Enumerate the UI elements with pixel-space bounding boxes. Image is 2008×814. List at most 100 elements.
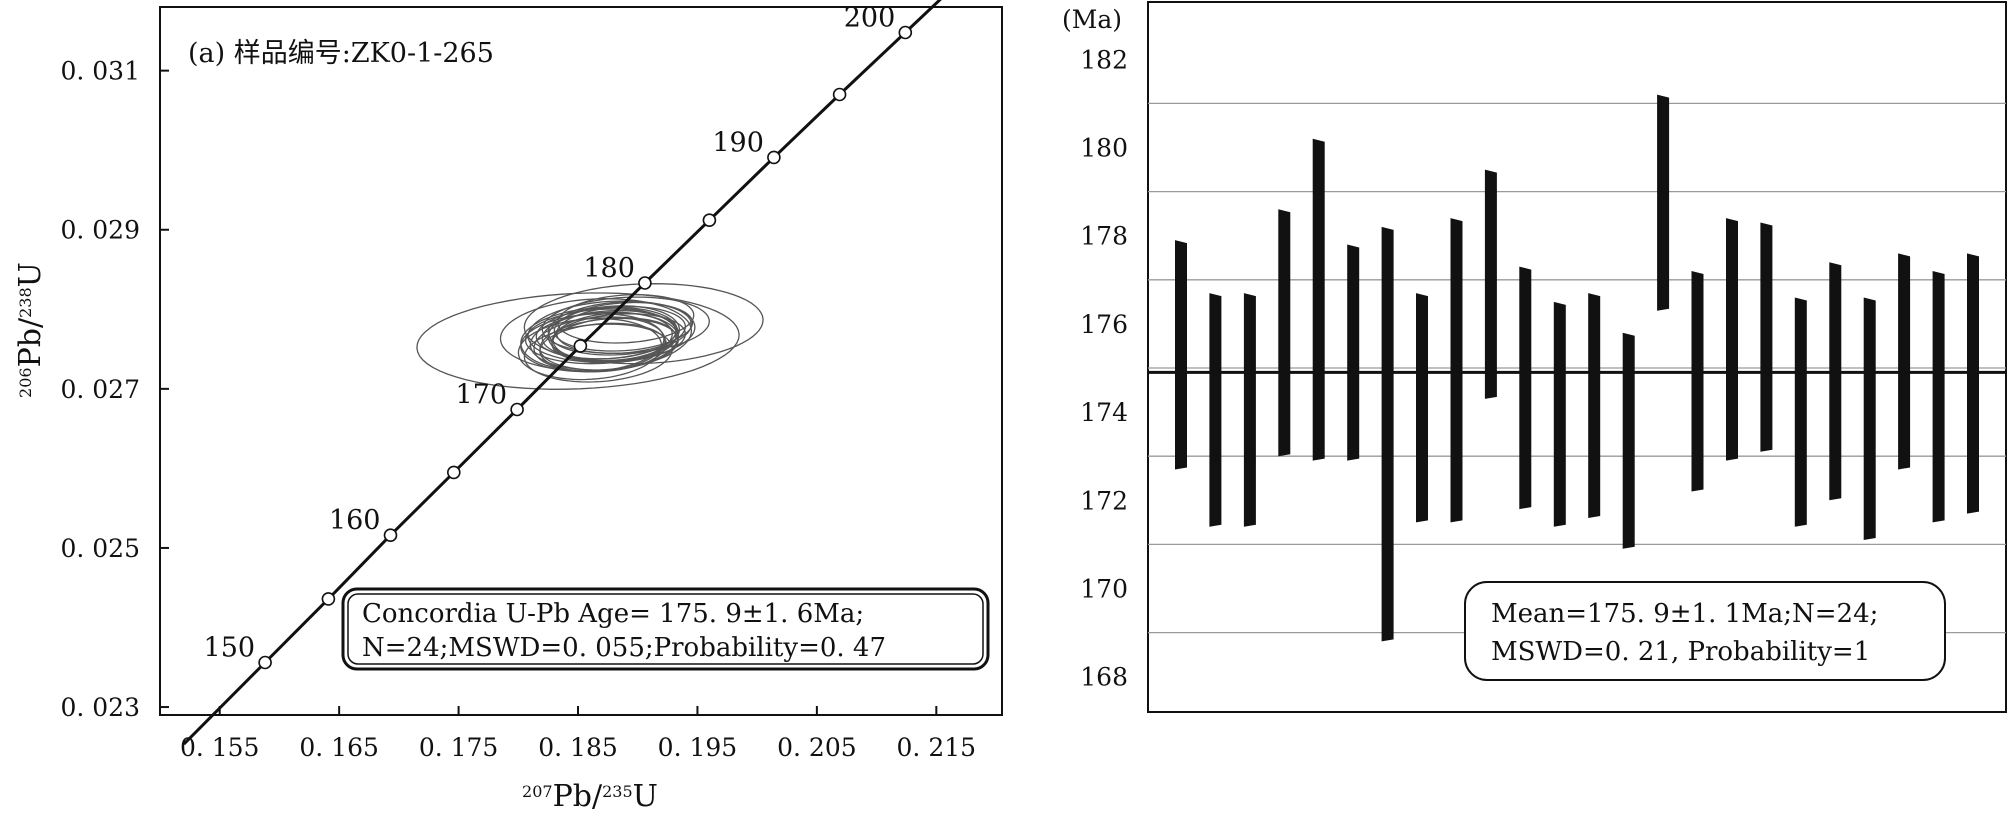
y-axis-title: 206Pb/238U bbox=[13, 262, 48, 398]
y-axis-title-sup: 206 bbox=[16, 367, 35, 398]
concordia-result-line2: N=24;MSWD=0. 055;Probability=0. 47 bbox=[362, 633, 886, 663]
weighted-mean-panel: 168 170 172 174 176 178 180 182 (Ma) Mean=175. … bbox=[1062, 1, 2007, 713]
age-error-bar bbox=[1450, 218, 1463, 523]
age-error-bar bbox=[1381, 226, 1394, 642]
x-axis-title-sup: 207 bbox=[522, 782, 553, 801]
error-ellipse bbox=[555, 305, 687, 354]
age-error-bar bbox=[1484, 169, 1497, 399]
x-tick-label: 0. 155 bbox=[180, 733, 260, 762]
age-error-bar bbox=[1657, 94, 1670, 311]
y-tick-label: 0. 031 bbox=[60, 57, 140, 86]
concordia-age-marker bbox=[702, 213, 717, 227]
x-tick-label: 0. 195 bbox=[658, 733, 738, 762]
mean-result-line1: Mean=175. 9±1. 1Ma;N=24; bbox=[1491, 599, 1878, 629]
age-error-bar bbox=[1347, 244, 1360, 461]
mean-y-tick-label: 172 bbox=[1080, 486, 1128, 515]
concordia-age-marker bbox=[510, 402, 524, 417]
mean-y-tick-label: 174 bbox=[1080, 398, 1128, 427]
error-ellipse bbox=[552, 312, 673, 362]
mean-y-tick-label: 182 bbox=[1080, 45, 1128, 74]
age-error-bar bbox=[1175, 240, 1187, 470]
mean-y-tick-label: 176 bbox=[1080, 310, 1128, 339]
concordia-age-label: 200 bbox=[844, 3, 896, 34]
age-error-bar bbox=[1243, 293, 1256, 527]
concordia-age-markers bbox=[258, 25, 913, 670]
x-axis-title-sup2: 235 bbox=[602, 782, 633, 801]
x-axis-title-base: Pb/ bbox=[553, 779, 603, 814]
age-error-bar bbox=[1898, 253, 1911, 470]
age-error-bar bbox=[1691, 271, 1704, 492]
concordia-age-label: 160 bbox=[329, 505, 381, 536]
concordia-result-box: Concordia U-Pb Age= 175. 9±1. 6Ma; N=24;… bbox=[341, 587, 990, 671]
error-ellipse bbox=[520, 313, 665, 373]
concordia-age-label: 150 bbox=[204, 633, 256, 664]
age-error-bars bbox=[1175, 94, 1979, 642]
concordia-age-marker bbox=[383, 528, 398, 543]
x-axis-title: 207Pb/235U bbox=[522, 779, 658, 814]
mean-y-tick-label: 180 bbox=[1080, 134, 1128, 163]
y-axis-title-base: Pb/ bbox=[13, 317, 48, 367]
age-error-bar bbox=[1726, 218, 1738, 461]
mean-plot-frame bbox=[1147, 1, 2007, 713]
y-axis-title-sup2: 238 bbox=[16, 287, 35, 318]
x-axis-title-base2: U bbox=[633, 779, 658, 814]
x-tick-label: 0. 215 bbox=[897, 733, 977, 762]
y-tick-label: 0. 029 bbox=[60, 216, 140, 245]
mean-y-axis-unit: (Ma) bbox=[1062, 5, 1122, 34]
age-error-bar bbox=[1967, 253, 1979, 514]
error-ellipse bbox=[523, 323, 673, 383]
concordia-age-marker bbox=[638, 276, 652, 290]
age-error-bar bbox=[1932, 271, 1945, 523]
age-error-bar bbox=[1416, 293, 1428, 523]
age-error-bar bbox=[1278, 209, 1291, 457]
mean-y-tick-label: 168 bbox=[1080, 663, 1128, 692]
concordia-age-marker bbox=[767, 150, 781, 165]
mean-y-tick-label: 170 bbox=[1080, 575, 1128, 604]
concordia-age-marker bbox=[898, 25, 913, 40]
error-ellipse bbox=[524, 308, 679, 365]
age-error-bar bbox=[1622, 332, 1635, 549]
y-tick-label: 0. 027 bbox=[60, 375, 140, 404]
mean-result-line2: MSWD=0. 21, Probability=1 bbox=[1491, 637, 1870, 667]
age-error-bar bbox=[1588, 293, 1601, 518]
error-ellipse bbox=[551, 317, 677, 364]
age-error-bar bbox=[1829, 262, 1842, 501]
age-error-bar bbox=[1863, 297, 1876, 540]
concordia-age-labels: 150 160 170 180 190 200 bbox=[204, 3, 896, 664]
error-ellipse bbox=[541, 296, 710, 354]
error-ellipse bbox=[541, 309, 677, 360]
concordia-age-label: 180 bbox=[583, 253, 635, 284]
age-error-bar bbox=[1794, 297, 1807, 527]
mean-y-axis-ticks: 168 170 172 174 176 178 180 182 bbox=[1080, 45, 1128, 691]
error-ellipse bbox=[533, 316, 666, 373]
error-ellipse bbox=[517, 317, 663, 381]
concordia-age-marker bbox=[832, 87, 847, 102]
error-ellipse bbox=[539, 322, 667, 373]
age-error-bar bbox=[1312, 138, 1325, 461]
error-ellipse bbox=[523, 283, 764, 365]
age-error-bar bbox=[1553, 301, 1566, 527]
concordia-age-marker bbox=[446, 465, 461, 480]
age-error-bar bbox=[1760, 222, 1773, 452]
x-tick-label: 0. 185 bbox=[538, 733, 618, 762]
concordia-plot-frame bbox=[159, 6, 1003, 716]
y-tick-label: 0. 023 bbox=[60, 693, 140, 722]
concordia-age-label: 190 bbox=[712, 127, 764, 158]
y-axis-ticks: 0. 023 0. 025 0. 027 0. 029 0. 031 bbox=[60, 57, 169, 722]
x-tick-label: 0. 205 bbox=[777, 733, 857, 762]
error-ellipse bbox=[557, 294, 695, 344]
age-error-bar bbox=[1209, 293, 1222, 527]
concordia-age-marker bbox=[573, 339, 588, 353]
analysis-ellipses bbox=[416, 283, 764, 390]
age-error-bar bbox=[1519, 266, 1532, 510]
y-tick-label: 0. 025 bbox=[60, 534, 140, 563]
panel-title: (a) 样品编号:ZK0-1-265 bbox=[188, 38, 494, 69]
x-axis-ticks: 0. 155 0. 165 0. 175 0. 185 0. 195 0. 205 0. 2… bbox=[180, 706, 976, 762]
concordia-age-label: 170 bbox=[456, 380, 508, 411]
concordia-result-box-inner bbox=[347, 593, 984, 665]
concordia-age-marker bbox=[321, 592, 336, 606]
concordia-age-marker bbox=[258, 655, 272, 670]
x-tick-label: 0. 175 bbox=[419, 733, 499, 762]
